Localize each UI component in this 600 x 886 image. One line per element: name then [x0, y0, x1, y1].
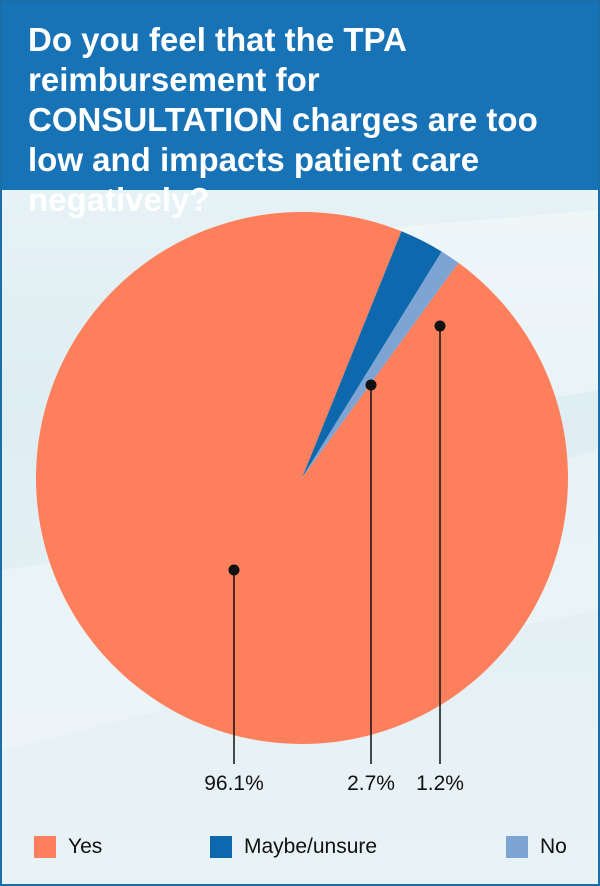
leader-dot: [434, 320, 446, 332]
legend-item-yes: Yes: [34, 832, 102, 862]
leader-dot: [365, 379, 377, 391]
legend-item-no: No: [506, 832, 567, 862]
data-label: 96.1%: [204, 772, 264, 795]
header-banner: Do you feel that the TPA reimbursement f…: [2, 2, 598, 218]
legend-swatch-no: [506, 836, 528, 858]
legend-label-no: No: [540, 835, 567, 858]
legend-label-maybe: Maybe/unsure: [244, 835, 378, 858]
legend-swatch-maybe: [210, 836, 232, 858]
pie-slice-no: [302, 251, 459, 478]
pie-slice-maybe-unsure: [302, 231, 442, 478]
legend-swatch-yes: [34, 836, 56, 858]
leader-dot: [228, 564, 240, 576]
pie-chart: 96.1% 2.7% 1.2%: [36, 212, 569, 795]
data-label: 2.7%: [347, 772, 395, 795]
legend-label-yes: Yes: [68, 835, 103, 858]
label-leaders: [228, 320, 446, 764]
legend-item-maybe: Maybe/unsure: [210, 832, 377, 862]
pie-slice-yes: [36, 212, 569, 745]
pie-slices: [36, 212, 569, 745]
data-label: 1.2%: [416, 772, 464, 795]
data-labels: 96.1% 2.7% 1.2%: [204, 772, 464, 795]
chart-title: Do you feel that the TPA reimbursement f…: [28, 21, 538, 218]
